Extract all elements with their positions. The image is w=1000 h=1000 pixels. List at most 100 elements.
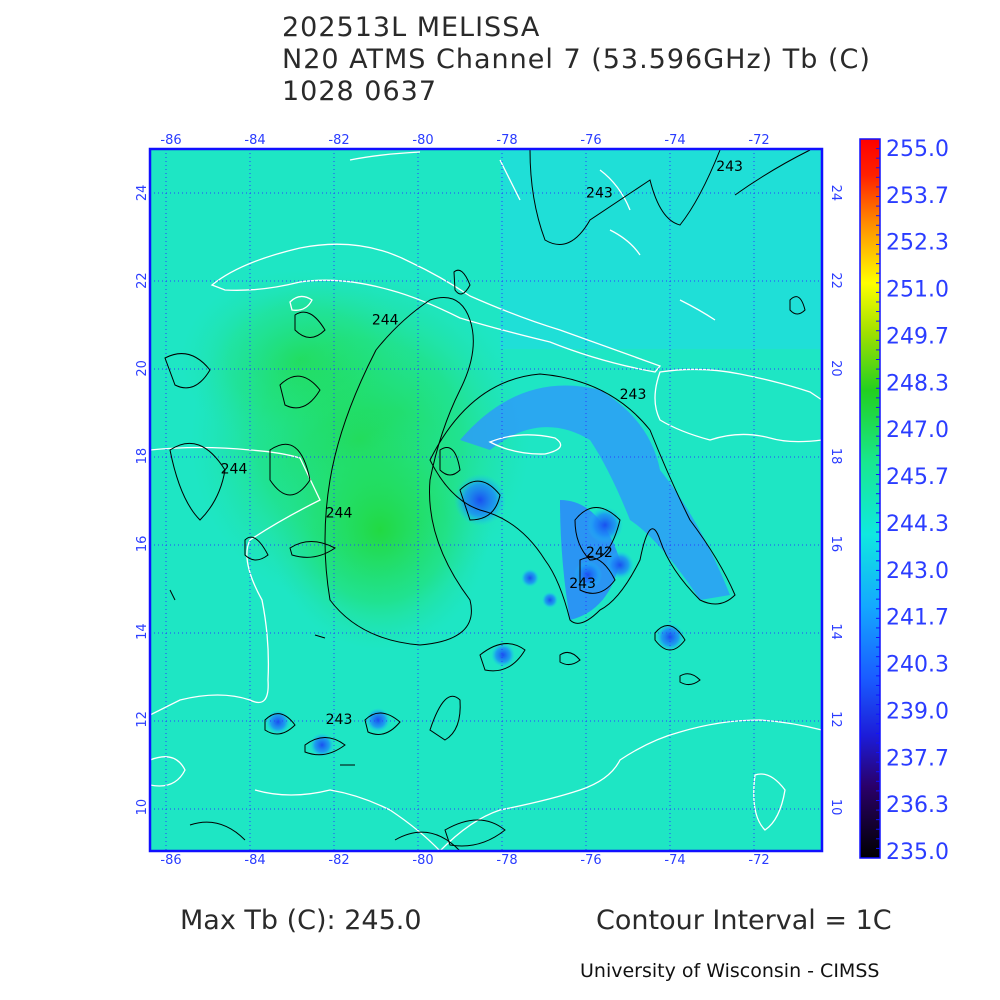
contour-small-7	[679, 673, 701, 686]
lat-tick-label-right: 16	[828, 536, 843, 553]
contour-cool-3	[579, 557, 616, 594]
contour-label: 243	[569, 576, 596, 592]
colorbar-label: 247.0	[886, 418, 949, 443]
contour-label: 242	[586, 545, 613, 561]
contour-small-12	[289, 541, 336, 558]
contour-cool-6	[264, 713, 296, 735]
lon-tick-label-bottom: -76	[580, 853, 601, 868]
lon-tick-label-bottom: -74	[664, 853, 685, 868]
lat-tick-label-left: 22	[135, 272, 150, 289]
jamaica-coastline	[488, 434, 562, 455]
colorbar-label: 235.0	[886, 840, 949, 865]
lat-tick-label-right: 12	[828, 711, 843, 728]
contour-labels: 243 243 244 243 244 244 242 243 243	[221, 159, 743, 728]
contour-cool-5	[479, 643, 526, 672]
contour-cool-8	[364, 712, 401, 735]
colorbar-label: 249.7	[886, 324, 949, 349]
contour-small-5	[439, 447, 461, 476]
lat-tick-label-left: 16	[135, 536, 150, 553]
colorbar-label: 248.3	[886, 371, 949, 396]
colorbar-label: 240.3	[886, 653, 949, 678]
credit-label: University of Wisconsin - CIMSS	[580, 960, 880, 982]
product-title: N20 ATMS Channel 7 (53.596GHz) Tb (C)	[282, 44, 871, 75]
contour-small-8	[789, 296, 806, 315]
contour-small-9	[453, 269, 471, 295]
contour-small-11	[244, 536, 269, 561]
colorbar-label: 239.0	[886, 699, 949, 724]
contour-244-west	[169, 442, 226, 521]
lat-tick-label-left: 12	[135, 711, 150, 728]
storm-id-title: 202513L MELISSA	[282, 12, 541, 43]
colorbar-label: 243.0	[886, 559, 949, 584]
colorbar-label: 241.7	[886, 606, 949, 631]
contour-244-central	[324, 297, 474, 646]
contour-label: 243	[716, 159, 743, 175]
bahamas-coastline	[499, 159, 716, 321]
colorbar-label: 237.7	[886, 746, 949, 771]
lat-tick-label-right: 10	[828, 799, 843, 816]
colorbar-label: 252.3	[886, 231, 949, 256]
contour-243-northeast	[734, 149, 811, 196]
lat-tick-label-right: 20	[828, 360, 843, 377]
central-america-coastline	[150, 446, 321, 716]
contour-243-north	[529, 149, 721, 245]
colorbar-label: 244.3	[886, 512, 949, 537]
lat-labels-right: 24 22 20 18 16 14 12 10	[828, 185, 843, 816]
contour-cool-9	[429, 695, 461, 741]
lat-tick-label-left: 14	[135, 623, 150, 640]
lon-tick-label-top: -72	[748, 133, 769, 148]
lon-tick-label-top: -78	[496, 133, 517, 148]
colorbar-ticks	[876, 138, 880, 859]
lon-tick-label-top: -86	[160, 133, 181, 148]
lon-tick-label-bottom: -86	[160, 853, 181, 868]
lon-tick-label-top: -80	[412, 133, 433, 148]
contour-small-3	[279, 375, 321, 409]
datetime-title: 1028 0637	[282, 76, 438, 107]
cuba-coastline	[210, 243, 662, 373]
contour-cool-7	[304, 737, 346, 756]
contour-small-14	[169, 589, 176, 601]
lat-tick-label-left: 20	[135, 360, 150, 377]
colorbar-labels: 255.0 253.7 252.3 251.0 249.7 248.3 247.0 245.7…	[886, 137, 949, 865]
lon-tick-label-bottom: -72	[748, 853, 769, 868]
lon-tick-label-bottom: -80	[412, 853, 433, 868]
lon-labels-top: -86 -84 -82 -80 -78 -76 -74 -72	[160, 133, 769, 148]
lat-tick-label-left: 10	[135, 799, 150, 816]
lon-tick-label-top: -76	[580, 133, 601, 148]
contour-small-13	[314, 634, 326, 639]
tb-contours	[164, 149, 811, 851]
nicaragua-lake	[150, 756, 186, 787]
colorbar-label: 255.0	[886, 137, 949, 162]
lon-tick-label-top: -74	[664, 133, 685, 148]
brightness-temperature-field	[150, 149, 822, 851]
contour-south-2	[444, 819, 506, 847]
map-frame	[148, 147, 824, 853]
lon-tick-label-bottom: -84	[244, 853, 265, 868]
lat-tick-label-right: 22	[828, 272, 843, 289]
contour-label: 243	[326, 712, 353, 728]
florida-coastline	[349, 151, 421, 161]
lon-labels-bottom: -86 -84 -82 -80 -78 -76 -74 -72	[160, 853, 769, 868]
lat-tick-label-left: 24	[135, 185, 150, 202]
lat-labels-left: 24 22 20 18 16 14 12 10	[135, 185, 150, 816]
contour-label: 244	[221, 462, 248, 478]
lat-tick-label-right: 14	[828, 623, 843, 640]
colorbar-label: 251.0	[886, 278, 949, 303]
lon-tick-label-top: -84	[244, 133, 265, 148]
max-tb-label: Max Tb (C): 245.0	[180, 905, 422, 936]
colorbar-label: 253.7	[886, 184, 949, 209]
isle-of-youth-coastline	[289, 295, 313, 311]
lon-tick-label-bottom: -82	[328, 853, 349, 868]
contour-label: 244	[326, 506, 353, 522]
contour-label: 244	[372, 313, 399, 329]
contour-243-hurricane	[429, 373, 736, 624]
lat-tick-label-left: 18	[135, 448, 150, 465]
contour-interval-label: Contour Interval = 1C	[596, 905, 892, 936]
contour-small-6	[559, 651, 581, 666]
colorbar-label: 245.7	[886, 465, 949, 490]
contour-small-1	[164, 353, 211, 389]
colombia-coastline	[439, 719, 822, 851]
colorbar-scale	[859, 138, 881, 859]
lat-tick-label-right: 24	[828, 185, 843, 202]
